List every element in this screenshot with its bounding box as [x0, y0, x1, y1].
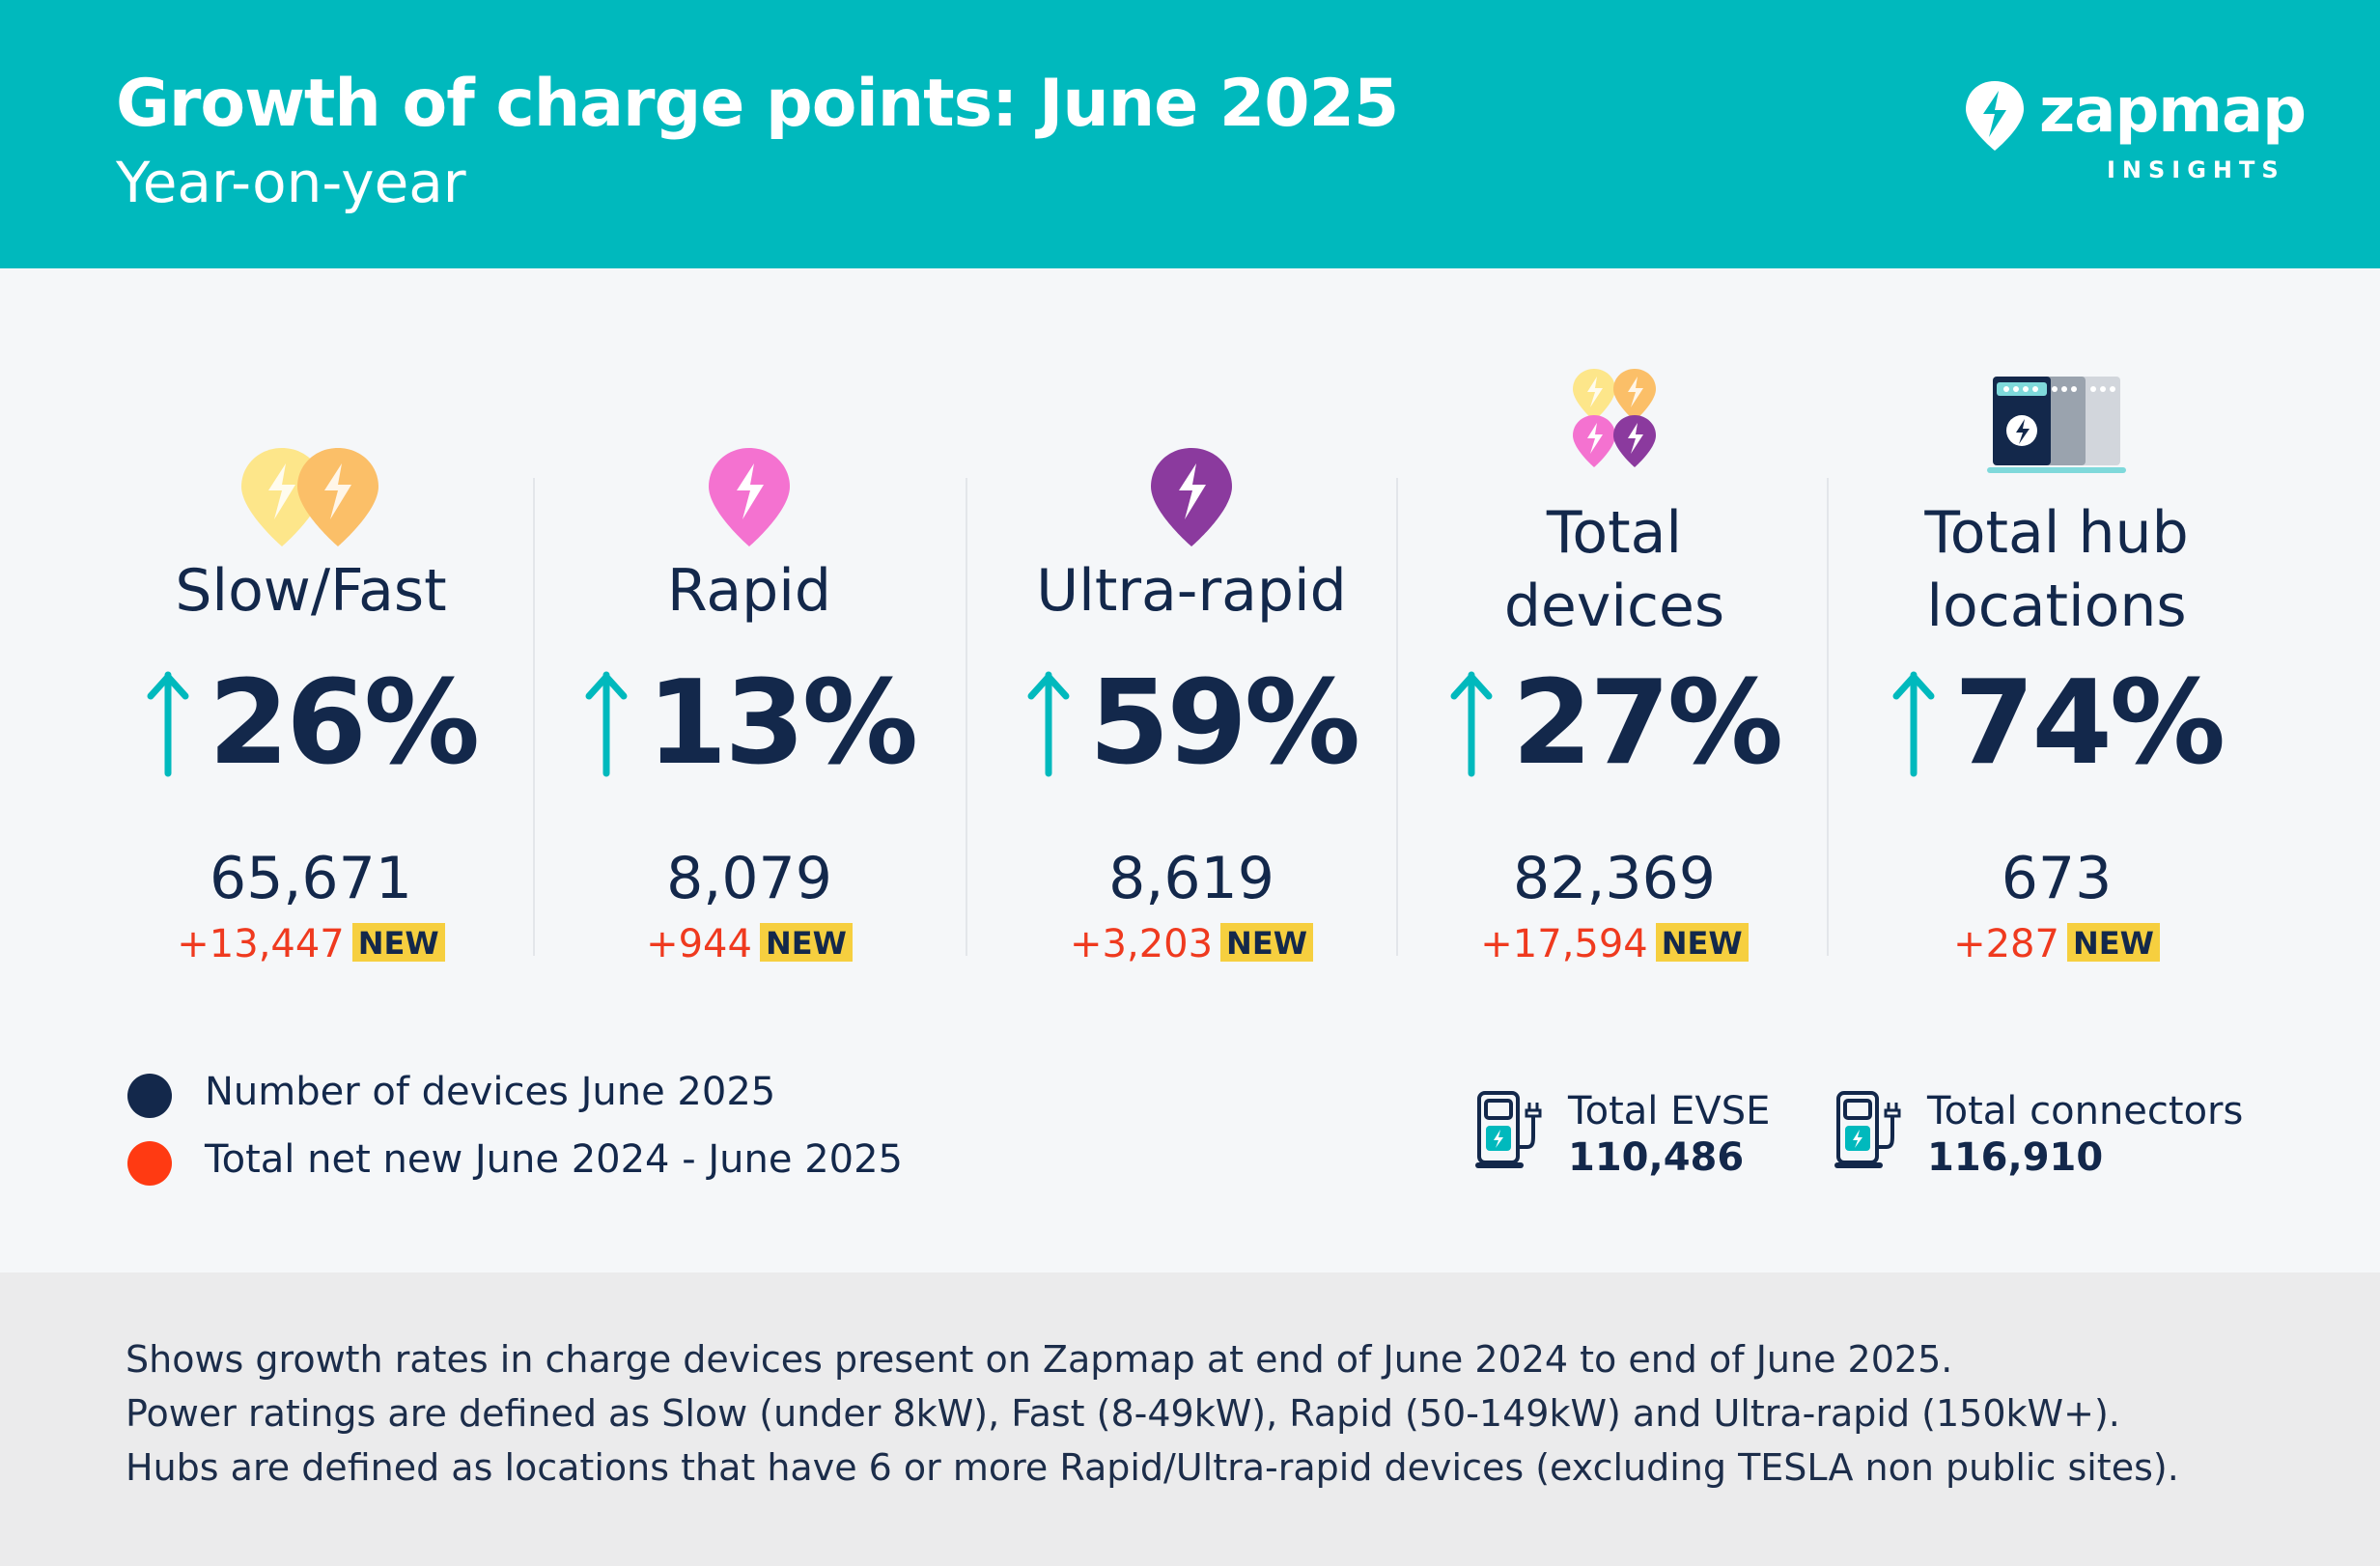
growth-stat: 13% [537, 657, 962, 792]
legend-label: Total net new June 2024 - June 2025 [205, 1137, 903, 1182]
logo-wordmark: zapmap [2039, 75, 2307, 147]
legend-label: Number of devices June 2025 [205, 1070, 776, 1114]
footer-notes: Shows growth rates in charge devices pre… [0, 1272, 2380, 1566]
net-new-count: +17,594 NEW [1402, 922, 1827, 966]
device-count: 8,079 [666, 845, 832, 912]
column-divider [1396, 478, 1398, 956]
header-banner: Growth of charge points: June 2025 Year-… [0, 0, 2380, 268]
column-divider [1827, 478, 1829, 956]
net-new-value: +287 [1953, 922, 2059, 966]
new-badge: NEW [351, 923, 445, 962]
footnote-line: Shows growth rates in charge devices pre… [126, 1338, 1953, 1381]
growth-percent: 13% [646, 657, 918, 791]
new-badge: NEW [1655, 923, 1749, 962]
column-label: Total hub locations [1844, 496, 2269, 643]
total-connectors-value: 116,910 [1927, 1135, 2104, 1180]
column-label: Slow/Fast [175, 557, 447, 625]
all-pins-icon [1402, 367, 1827, 477]
column-label: Total devices [1402, 496, 1827, 643]
growth-percent: 59% [1088, 657, 1360, 791]
new-badge: NEW [2066, 923, 2160, 962]
zapmap-bolt-icon [1966, 81, 2024, 151]
net-new-count: +287 NEW [1844, 922, 2269, 966]
new-badge: NEW [759, 923, 853, 962]
column-divider [533, 478, 535, 956]
ultra-rapid-pin-icon [979, 444, 1404, 554]
net-new-value: +3,203 [1070, 922, 1214, 966]
up-arrow-icon [1892, 671, 1935, 776]
charger-icon [1834, 1091, 1901, 1168]
total-connectors-label: Total connectors [1927, 1089, 2244, 1133]
column-label-line1: Total hub [1924, 499, 2189, 567]
total-evse-value: 110,486 [1568, 1135, 1745, 1180]
page-subtitle: Year-on-year [116, 150, 466, 215]
footnote-line: Power ratings are defined as Slow (under… [126, 1392, 2120, 1435]
device-count: 8,619 [1108, 845, 1274, 912]
growth-percent: 26% [208, 657, 480, 791]
stat-rapid: Rapid 13% 8,079 +944 NEW [537, 357, 962, 975]
logo-insights: INSIGHTS [2107, 156, 2285, 183]
growth-stat: 59% [979, 657, 1404, 792]
growth-percent: 27% [1511, 657, 1783, 791]
growth-stat: 27% [1402, 657, 1827, 792]
net-new-value: +944 [646, 922, 752, 966]
column-label-line2: locations [1926, 573, 2187, 640]
charging-hub-icon [1844, 375, 2269, 481]
rapid-pin-icon [537, 444, 962, 554]
stat-total-devices: Total devices 27% 82,369 +17,594 NEW [1402, 357, 1827, 975]
net-new-count: +13,447 NEW [98, 922, 523, 966]
charger-icon [1475, 1091, 1542, 1168]
net-new-count: +944 NEW [537, 922, 962, 966]
column-label-line1: Total [1546, 499, 1683, 567]
growth-stat: 26% [98, 657, 523, 792]
device-count: 673 [2001, 845, 2113, 912]
new-badge: NEW [1220, 923, 1313, 962]
up-arrow-icon [585, 671, 628, 776]
stat-slow-fast: Slow/Fast 26% 65,671 +13,447 NEW [98, 357, 523, 975]
footnote-line: Hubs are defined as locations that have … [126, 1446, 2179, 1489]
zapmap-logo: zapmap INSIGHTS [1960, 75, 2307, 191]
navy-dot-icon [127, 1074, 172, 1118]
stat-ultra-rapid: Ultra-rapid 59% 8,619 +3,203 NEW [979, 357, 1404, 975]
device-count: 82,369 [1513, 845, 1716, 912]
red-dot-icon [127, 1141, 172, 1186]
page-title: Growth of charge points: June 2025 [116, 66, 1399, 142]
column-label: Ultra-rapid [1036, 557, 1347, 625]
stat-total-hubs: Total hub locations 74% 673 +287 NEW [1844, 357, 2269, 975]
slow-fast-pins-icon [98, 444, 523, 554]
up-arrow-icon [147, 671, 189, 776]
net-new-value: +13,447 [177, 922, 345, 966]
up-arrow-icon [1027, 671, 1070, 776]
column-divider [966, 478, 967, 956]
net-new-count: +3,203 NEW [979, 922, 1404, 966]
column-label-line2: devices [1503, 573, 1725, 640]
column-label: Rapid [667, 557, 831, 625]
total-evse-label: Total EVSE [1568, 1089, 1771, 1133]
up-arrow-icon [1450, 671, 1493, 776]
device-count: 65,671 [210, 845, 412, 912]
net-new-value: +17,594 [1480, 922, 1648, 966]
growth-percent: 74% [1953, 657, 2226, 791]
growth-stat: 74% [1844, 657, 2269, 792]
